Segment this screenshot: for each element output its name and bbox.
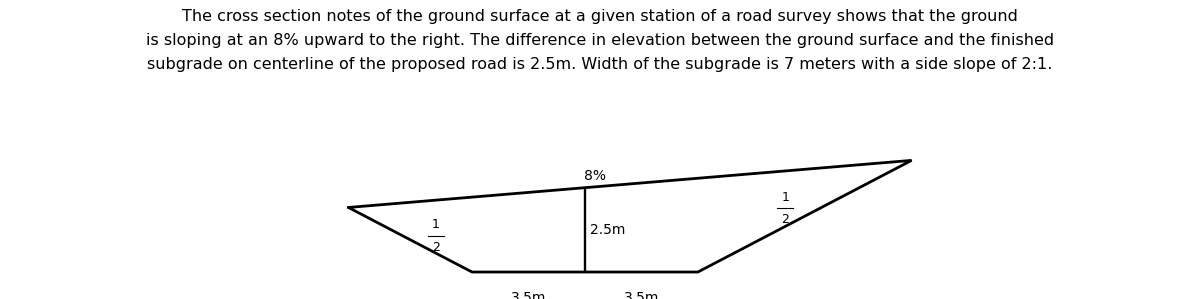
Text: 3.5m: 3.5m <box>511 291 546 299</box>
Text: 2: 2 <box>781 213 790 226</box>
Text: 3.5m: 3.5m <box>624 291 659 299</box>
Text: 2.5m: 2.5m <box>589 223 625 237</box>
Text: 8%: 8% <box>583 169 606 183</box>
Text: The cross section notes of the ground surface at a given station of a road surve: The cross section notes of the ground su… <box>146 9 1054 72</box>
Text: 1: 1 <box>432 218 440 231</box>
Text: 2: 2 <box>432 241 440 254</box>
Text: 1: 1 <box>781 191 790 205</box>
